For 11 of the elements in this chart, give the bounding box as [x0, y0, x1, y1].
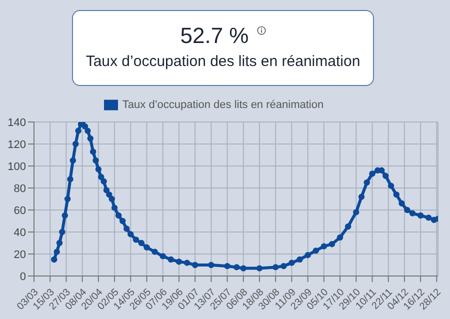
y-tick-label: 100	[8, 160, 26, 173]
y-tick-label: 140	[8, 116, 26, 129]
y-tick-label: 20	[14, 248, 26, 261]
y-tick-label: 40	[14, 226, 26, 239]
legend-label: Taux d’occupation des lits en réanimation	[122, 98, 324, 111]
y-tick-label: 0	[20, 270, 26, 283]
y-tick-label: 80	[14, 182, 26, 195]
chart-title: 52.7 %	[180, 23, 249, 49]
chart-subtitle: Taux d’occupation des lits en réanimation	[84, 53, 362, 70]
y-tick-label: 120	[8, 138, 26, 151]
y-tick-label: 60	[14, 204, 26, 217]
